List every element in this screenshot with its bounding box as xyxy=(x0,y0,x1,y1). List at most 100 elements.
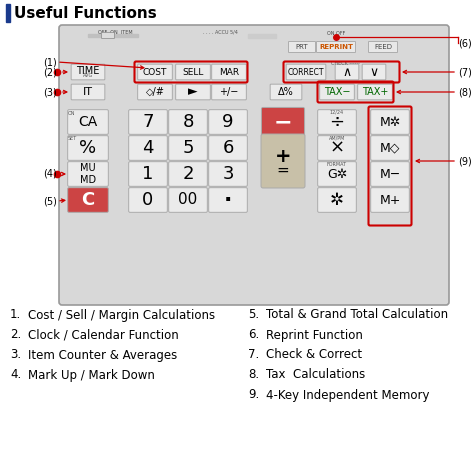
Text: 7: 7 xyxy=(142,113,154,131)
Text: MU
MD: MU MD xyxy=(80,163,96,185)
Text: REPRINT: REPRINT xyxy=(319,44,353,50)
FancyBboxPatch shape xyxy=(289,42,316,53)
Text: FORMAT: FORMAT xyxy=(327,162,347,166)
Text: IT: IT xyxy=(83,87,93,97)
FancyBboxPatch shape xyxy=(318,188,356,212)
Text: 9.: 9. xyxy=(248,389,259,401)
Text: (1): (1) xyxy=(43,57,57,67)
Text: PRT: PRT xyxy=(296,44,308,50)
Text: ON OFF: ON OFF xyxy=(327,30,345,36)
Text: OFF  ON  ITEM: OFF ON ITEM xyxy=(98,29,132,35)
Text: 4: 4 xyxy=(142,139,154,157)
Text: Mark Up / Mark Down: Mark Up / Mark Down xyxy=(28,368,155,382)
FancyBboxPatch shape xyxy=(371,162,410,186)
FancyBboxPatch shape xyxy=(358,84,392,100)
Text: CHECK ------: CHECK ------ xyxy=(330,61,359,65)
FancyBboxPatch shape xyxy=(71,84,105,100)
Text: 3: 3 xyxy=(222,165,234,183)
Text: (6): (6) xyxy=(458,38,472,48)
FancyBboxPatch shape xyxy=(68,188,109,212)
FancyBboxPatch shape xyxy=(128,188,167,212)
Text: M◇: M◇ xyxy=(380,142,400,155)
Text: 12/24: 12/24 xyxy=(330,109,344,115)
Text: G✲: G✲ xyxy=(327,167,347,181)
FancyBboxPatch shape xyxy=(286,64,326,80)
Text: 8.: 8. xyxy=(248,368,259,382)
FancyBboxPatch shape xyxy=(209,109,247,134)
FancyBboxPatch shape xyxy=(371,109,410,134)
Text: 6.: 6. xyxy=(248,328,259,341)
FancyBboxPatch shape xyxy=(176,84,210,100)
Text: Useful Functions: Useful Functions xyxy=(14,6,157,20)
Text: 1.: 1. xyxy=(10,309,21,321)
Text: 8: 8 xyxy=(182,113,194,131)
Text: TAX+: TAX+ xyxy=(362,87,388,97)
Text: TAX−: TAX− xyxy=(324,87,350,97)
FancyBboxPatch shape xyxy=(68,162,109,186)
Text: ÷: ÷ xyxy=(329,113,345,131)
Text: COST: COST xyxy=(143,67,167,76)
FancyBboxPatch shape xyxy=(261,134,305,188)
Text: Check & Correct: Check & Correct xyxy=(266,348,362,362)
FancyBboxPatch shape xyxy=(169,162,207,186)
Text: 4-Key Independent Memory: 4-Key Independent Memory xyxy=(266,389,429,401)
FancyBboxPatch shape xyxy=(371,188,410,212)
Text: 3.: 3. xyxy=(10,348,21,362)
Text: MAR: MAR xyxy=(219,67,239,76)
Text: ∧: ∧ xyxy=(342,65,352,79)
Text: (9): (9) xyxy=(458,156,472,166)
FancyBboxPatch shape xyxy=(209,136,247,160)
FancyBboxPatch shape xyxy=(169,109,207,134)
Text: 4.: 4. xyxy=(10,368,21,382)
Bar xyxy=(6,4,10,22)
FancyBboxPatch shape xyxy=(137,64,173,80)
Text: =: = xyxy=(277,163,289,177)
FancyBboxPatch shape xyxy=(101,33,115,38)
Bar xyxy=(88,34,138,37)
Text: SELL: SELL xyxy=(182,67,204,76)
Text: Item Counter & Averages: Item Counter & Averages xyxy=(28,348,177,362)
FancyBboxPatch shape xyxy=(71,64,105,80)
Text: ·: · xyxy=(224,190,232,210)
Text: +: + xyxy=(275,146,291,165)
FancyBboxPatch shape xyxy=(371,136,410,160)
Text: 7.: 7. xyxy=(248,348,259,362)
Text: ×: × xyxy=(329,139,345,157)
Text: ►: ► xyxy=(188,85,198,99)
FancyBboxPatch shape xyxy=(362,64,386,80)
Text: (7): (7) xyxy=(458,67,472,77)
FancyBboxPatch shape xyxy=(209,162,247,186)
Text: (5): (5) xyxy=(43,197,57,207)
Text: . . . . ACCU 5/4: . . . . ACCU 5/4 xyxy=(202,29,237,35)
Text: M−: M− xyxy=(379,167,401,181)
Text: (3): (3) xyxy=(43,87,57,97)
Text: Cost / Sell / Margin Calculations: Cost / Sell / Margin Calculations xyxy=(28,309,215,321)
FancyBboxPatch shape xyxy=(318,109,356,134)
Text: AM/PM: AM/PM xyxy=(329,136,345,140)
FancyBboxPatch shape xyxy=(137,84,173,100)
FancyBboxPatch shape xyxy=(128,136,167,160)
Text: FEED: FEED xyxy=(374,44,392,50)
Text: ON: ON xyxy=(68,110,76,116)
Text: 1: 1 xyxy=(142,165,154,183)
FancyBboxPatch shape xyxy=(368,42,398,53)
Text: 5: 5 xyxy=(182,139,194,157)
Text: 2: 2 xyxy=(182,165,194,183)
Text: %: % xyxy=(80,139,97,157)
Text: SET: SET xyxy=(67,137,77,142)
Text: 2.: 2. xyxy=(10,328,21,341)
FancyBboxPatch shape xyxy=(209,188,247,212)
FancyBboxPatch shape xyxy=(335,64,359,80)
Text: 5.: 5. xyxy=(248,309,259,321)
Bar xyxy=(248,34,276,38)
Text: Δ%: Δ% xyxy=(278,87,294,97)
FancyBboxPatch shape xyxy=(262,108,305,137)
FancyBboxPatch shape xyxy=(212,64,246,80)
Text: 0: 0 xyxy=(142,191,154,209)
FancyBboxPatch shape xyxy=(318,136,356,160)
Text: +/−: +/− xyxy=(219,87,239,97)
Text: 6: 6 xyxy=(222,139,234,157)
Text: C: C xyxy=(82,191,95,209)
Text: 00: 00 xyxy=(178,192,198,208)
FancyBboxPatch shape xyxy=(169,188,207,212)
